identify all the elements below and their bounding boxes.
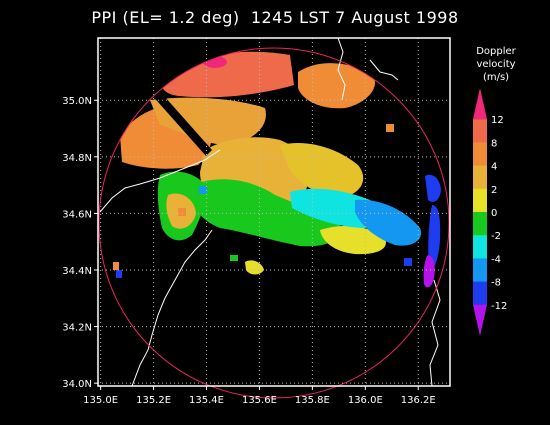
echo-far-east-purple: [423, 255, 435, 288]
colorbar-level-label: 12: [491, 115, 504, 126]
x-axis-ticks: 135.0E 135.2E 135.4E 135.6E 135.8E 136.0E 136.…: [83, 386, 436, 406]
x-tick-label: 135.0E: [83, 395, 118, 406]
echo-ne-orange: [298, 63, 375, 109]
echo-far-east-blue: [425, 174, 441, 202]
echo-central-orange: [150, 97, 266, 145]
x-tick-label: 135.4E: [189, 395, 224, 406]
x-tick-label: 135.8E: [295, 395, 330, 406]
x-tick-label: 135.2E: [136, 395, 171, 406]
colorbar-level-label: -8: [491, 278, 501, 289]
colorbar-segment: [473, 281, 487, 306]
colorbar-level-label: 0: [491, 208, 497, 219]
y-tick-label: 34.4N: [62, 266, 92, 277]
echo-sw-far-blue: [116, 270, 122, 278]
y-tick-label: 34.2N: [62, 323, 92, 334]
coastline: [99, 38, 441, 386]
colorbar-segment: [473, 142, 487, 167]
colorbar-level-label: -12: [491, 301, 507, 312]
colorbar-level-label: 4: [491, 162, 497, 173]
x-tick-label: 136.0E: [348, 395, 383, 406]
colorbar-segment: [473, 88, 487, 120]
colorbar-segment: [473, 235, 487, 259]
echo-east-blue: [355, 199, 422, 246]
y-tick-label: 34.8N: [62, 153, 92, 164]
echo-south-green-dot: [230, 255, 238, 261]
beam-blockage: [150, 88, 212, 156]
y-tick-label: 34.0N: [62, 379, 92, 390]
velocity-field: [113, 51, 441, 288]
colorbar-segment: [473, 258, 487, 283]
echo-west-blue-dot: [199, 186, 207, 194]
colorbar-level-label: -4: [491, 254, 501, 265]
grid-lines: [98, 38, 450, 386]
radar-range-ring: [98, 47, 450, 399]
colorbar-level-label: 2: [491, 185, 497, 196]
colorbar-segment: [473, 165, 487, 190]
y-tick-label: 35.0N: [62, 96, 92, 107]
y-tick-label: 34.6N: [62, 209, 92, 220]
plot-frame: [97, 37, 451, 387]
colorbar: 12 8 4 2 0 -2 -4 -8 -12: [473, 88, 507, 336]
x-tick-label: 135.6E: [242, 395, 277, 406]
colorbar-segment: [473, 304, 487, 336]
colorbar-segment: [473, 212, 487, 236]
colorbar-level-label: 8: [491, 138, 497, 149]
echo-sw-far-orange: [113, 262, 119, 270]
colorbar-segment: [473, 188, 487, 213]
colorbar-title-line3: (m/s): [482, 72, 510, 83]
echo-southeast-green: [320, 225, 386, 255]
colorbar-title-line1: Doppler: [476, 46, 516, 57]
colorbar-title: Doppler velocity (m/s): [466, 45, 526, 84]
colorbar-segment: [473, 119, 487, 143]
echo-se-small: [404, 258, 412, 266]
colorbar-level-label: -2: [491, 231, 501, 242]
echo-center-green: [192, 179, 341, 247]
echo-far-east-strip: [428, 205, 441, 272]
chart-title: PPI (EL= 1.2 deg) 1245 LST 7 August 1998: [91, 8, 459, 27]
y-axis-ticks: 35.0N 34.8N 34.6N 34.4N 34.2N 34.0N: [62, 96, 98, 390]
echo-south-yellow: [245, 260, 264, 275]
x-tick-label: 136.2E: [401, 395, 436, 406]
echo-ne-small: [386, 124, 394, 132]
echo-sw-orange: [178, 208, 186, 216]
colorbar-title-line2: velocity: [476, 59, 516, 70]
